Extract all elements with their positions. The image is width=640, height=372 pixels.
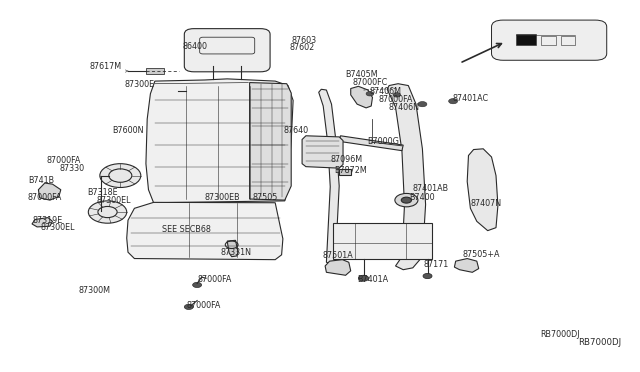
Circle shape [184,304,193,310]
Polygon shape [325,260,351,275]
Text: 87407N: 87407N [471,199,502,208]
Polygon shape [319,89,339,264]
Polygon shape [127,202,283,260]
Text: 87171: 87171 [424,260,449,269]
Text: 87000FA: 87000FA [197,275,232,284]
Text: 87000FC: 87000FC [352,78,388,87]
Text: 87300M: 87300M [79,286,111,295]
Bar [541,36,556,45]
Polygon shape [38,183,61,200]
Polygon shape [32,218,52,227]
Polygon shape [387,84,426,270]
Circle shape [88,201,127,223]
Text: B7405M: B7405M [346,70,378,79]
Circle shape [401,197,412,203]
Text: 87505: 87505 [253,193,278,202]
Text: 87602: 87602 [289,43,315,52]
Text: 87401AB: 87401AB [412,185,448,193]
Circle shape [193,282,202,288]
Text: RB7000DJ: RB7000DJ [578,338,621,347]
Circle shape [366,92,374,96]
Text: B7872M: B7872M [334,166,367,175]
Text: 87401AC: 87401AC [452,94,488,103]
Circle shape [182,88,193,94]
Circle shape [418,102,427,107]
Text: 87406N: 87406N [389,103,420,112]
Text: 87096M: 87096M [331,155,363,164]
Text: B741B: B741B [29,176,54,185]
Polygon shape [454,259,479,272]
Circle shape [449,99,458,104]
Text: 87603: 87603 [291,36,317,45]
Text: 87319E: 87319E [33,216,63,225]
Text: 87330: 87330 [60,164,85,173]
Text: 87000FA: 87000FA [378,95,413,104]
Circle shape [358,275,369,281]
Circle shape [395,193,418,207]
Text: 87300EB: 87300EB [205,193,241,202]
FancyBboxPatch shape [184,29,270,72]
Text: B7400: B7400 [410,193,435,202]
Text: 87000FA: 87000FA [47,156,81,165]
Bar [339,169,351,175]
Text: SEE SECB68: SEE SECB68 [163,225,211,234]
Text: 87501A: 87501A [323,251,353,260]
Circle shape [100,164,141,187]
Polygon shape [339,136,403,151]
Polygon shape [227,240,238,257]
Polygon shape [302,136,343,168]
Text: 87300E: 87300E [124,80,155,89]
Text: 87505+A: 87505+A [463,250,500,259]
Polygon shape [351,86,372,108]
Text: 87617M: 87617M [90,62,122,71]
Text: 87640: 87640 [283,126,308,135]
Text: 87000FA: 87000FA [186,301,221,310]
Text: 87406M: 87406M [369,87,401,96]
Polygon shape [467,149,498,231]
Text: RB7000DJ: RB7000DJ [540,330,580,339]
Text: 87300EL: 87300EL [40,223,75,232]
Text: B7318E: B7318E [87,188,118,197]
Text: 87000FA: 87000FA [28,193,62,202]
Bar [516,34,536,45]
Text: B7600N: B7600N [112,126,144,135]
Text: B7401A: B7401A [357,275,388,284]
Polygon shape [146,79,293,203]
Text: 87331N: 87331N [220,248,251,257]
Text: B7000G: B7000G [367,137,399,146]
Text: 87300EL: 87300EL [97,196,131,205]
Text: 86400: 86400 [182,42,208,51]
Circle shape [393,93,401,97]
Bar [146,68,164,74]
Polygon shape [250,83,291,200]
FancyBboxPatch shape [492,20,607,60]
Circle shape [423,273,432,279]
Bar [561,36,575,45]
Bar [333,223,432,259]
